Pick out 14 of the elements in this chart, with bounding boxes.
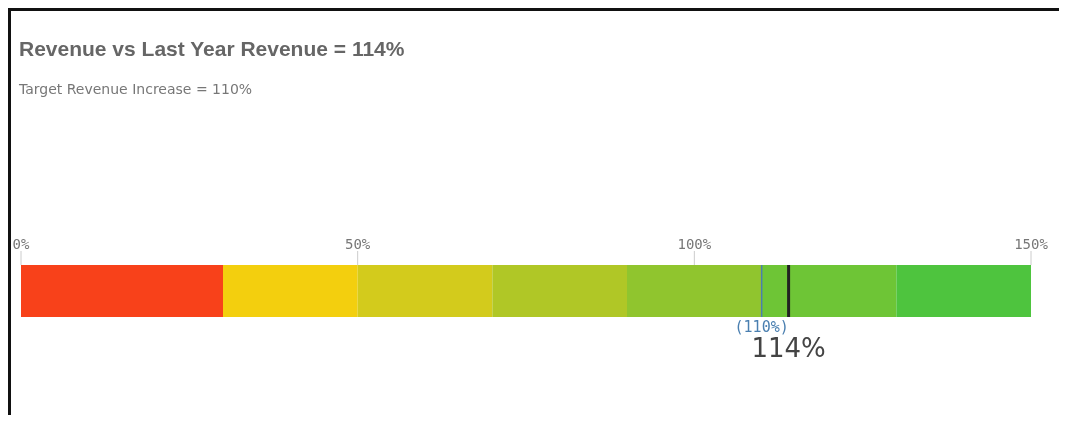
x-tick-label: 50%: [345, 236, 371, 252]
x-tick-label: 0%: [12, 236, 30, 252]
bar: [627, 265, 762, 317]
bar: [223, 265, 358, 317]
bar: [357, 265, 493, 317]
bar: [896, 265, 1031, 317]
bar: [21, 265, 223, 317]
bar: [761, 265, 897, 317]
x-tick-label: 150%: [1014, 236, 1049, 252]
x-tick-label: 100%: [677, 236, 712, 252]
chart-title: Revenue vs Last Year Revenue = 114%: [18, 36, 406, 61]
chart-subtitle: Target Revenue Increase = 110%: [18, 80, 254, 97]
ref-line-label: (110%): [734, 317, 789, 336]
bar: [492, 265, 627, 317]
